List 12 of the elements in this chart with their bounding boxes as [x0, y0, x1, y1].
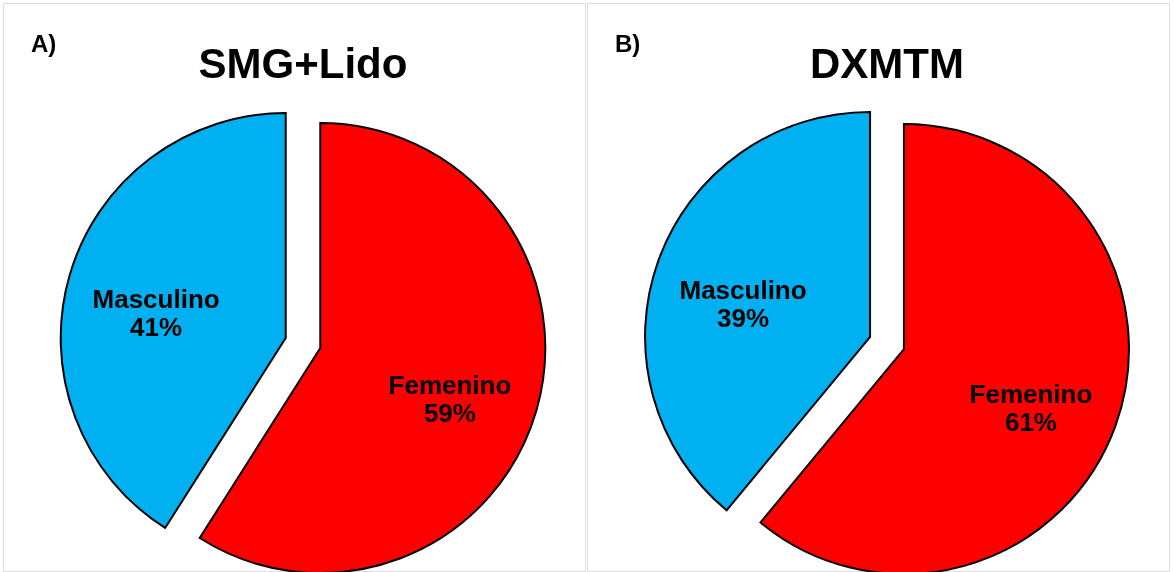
text: A) [31, 30, 57, 57]
slice-label: Masculino [679, 275, 807, 306]
slice-label: Femenino [388, 369, 512, 400]
chart-title: DXMTM [810, 40, 964, 87]
slice-label: Masculino [92, 284, 220, 315]
data-label: 59% [423, 397, 476, 428]
data-label: 41% [130, 312, 183, 343]
text: B) [615, 30, 641, 57]
data-label: 39% [717, 303, 770, 334]
chart-title: SMG+Lido [198, 40, 408, 87]
data-label: 61% [1004, 406, 1057, 437]
slice-label: Femenino [969, 378, 1093, 409]
